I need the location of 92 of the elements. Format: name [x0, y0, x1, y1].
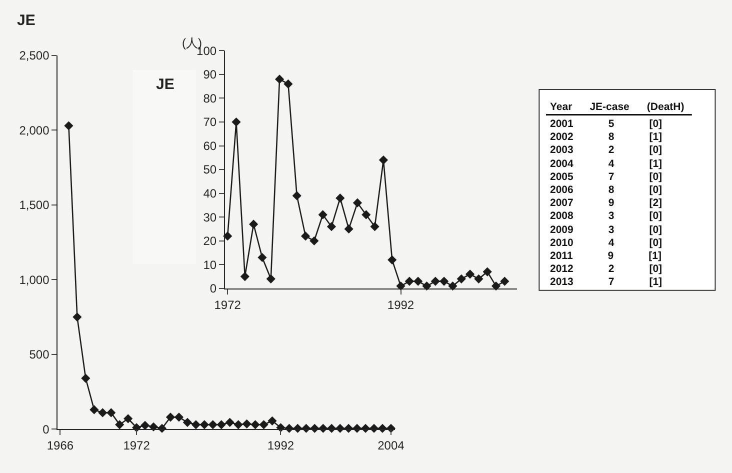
y-tick-label: 2,500	[19, 48, 50, 63]
point	[482, 267, 492, 276]
point	[388, 255, 397, 264]
y-tick-label: 2,000	[19, 123, 50, 138]
point	[300, 232, 310, 241]
point	[140, 420, 150, 430]
x-tick-label: 1972	[123, 438, 150, 453]
x-tick-label: 1992	[267, 438, 294, 453]
point	[250, 420, 260, 430]
point	[448, 281, 458, 291]
point	[292, 191, 302, 200]
text: 2002 8 [1]	[550, 131, 662, 143]
x-tick-label: 1966	[46, 438, 74, 453]
y-tick-label: 90	[203, 68, 217, 82]
text: 2007 9 [2]	[550, 197, 662, 209]
annotation: JE	[156, 76, 174, 93]
y-tick-label: 20	[203, 234, 217, 248]
text: Year JE-case (DeatH)	[550, 101, 684, 113]
y-tick-label: 500	[29, 348, 50, 362]
text: 2006 8 [0]	[550, 184, 662, 196]
y-tick-label: 60	[203, 138, 217, 153]
point	[422, 281, 432, 291]
point	[310, 236, 319, 246]
point	[266, 274, 276, 284]
chart-title: JE	[17, 12, 36, 29]
y-tick-label: 40	[203, 186, 217, 201]
y-tick-label: 80	[203, 91, 217, 106]
point	[258, 252, 267, 262]
point	[326, 222, 336, 232]
point	[414, 276, 423, 286]
text: 2011 9 [1]	[550, 250, 662, 262]
point	[378, 155, 388, 165]
point	[240, 272, 250, 282]
text: 2010 4 [0]	[550, 237, 662, 249]
point	[98, 408, 108, 418]
point	[242, 419, 252, 428]
point	[430, 276, 440, 286]
point	[115, 420, 124, 430]
text: 2005 7 [0]	[550, 171, 662, 183]
point	[268, 416, 277, 426]
x-tick-label: 2004	[378, 438, 405, 453]
y-tick-label: 70	[203, 115, 217, 130]
point	[362, 210, 371, 220]
point	[474, 274, 484, 284]
point	[318, 210, 328, 220]
point	[225, 418, 234, 427]
point	[64, 121, 74, 130]
point	[200, 420, 209, 430]
point	[106, 408, 116, 418]
y-tick-label: 1,000	[19, 272, 50, 287]
point	[336, 194, 345, 203]
y-tick-label: 0	[42, 422, 50, 436]
text: 2003 2 [0]	[550, 144, 662, 156]
point	[216, 420, 226, 430]
x-tick-label: 1972	[214, 298, 242, 312]
x-tick-label: 1992	[387, 298, 414, 312]
point	[456, 274, 466, 284]
y-tick-label: 10	[203, 258, 217, 272]
text: 2001 5 [0]	[550, 118, 662, 130]
point	[124, 414, 133, 424]
text: 2009 3 [0]	[550, 224, 662, 236]
y-tick-label: 0	[210, 282, 217, 296]
y-tick-label: 50	[203, 162, 217, 177]
point	[352, 198, 362, 208]
point	[90, 405, 99, 414]
point	[223, 232, 232, 241]
text: 2008 3 [0]	[550, 210, 662, 222]
point	[72, 312, 82, 322]
point	[344, 224, 354, 234]
point	[174, 412, 184, 422]
point	[166, 412, 176, 422]
point	[259, 420, 268, 430]
point	[249, 220, 258, 229]
point	[191, 420, 200, 430]
point	[208, 420, 218, 430]
point	[491, 281, 501, 291]
point	[465, 270, 475, 279]
y-tick-label: 1,500	[19, 198, 50, 212]
point	[234, 420, 243, 430]
point	[284, 79, 293, 88]
text: 2012 2 [0]	[550, 263, 662, 275]
text: 2004 4 [1]	[550, 158, 662, 170]
point	[440, 276, 449, 286]
text: 2013 7 [1]	[550, 276, 662, 288]
point	[404, 276, 414, 286]
y-tick-label: 30	[203, 210, 217, 224]
point	[81, 374, 90, 383]
point	[232, 117, 241, 127]
point	[370, 222, 380, 232]
point	[182, 418, 192, 427]
point	[274, 74, 284, 84]
point	[500, 276, 510, 286]
